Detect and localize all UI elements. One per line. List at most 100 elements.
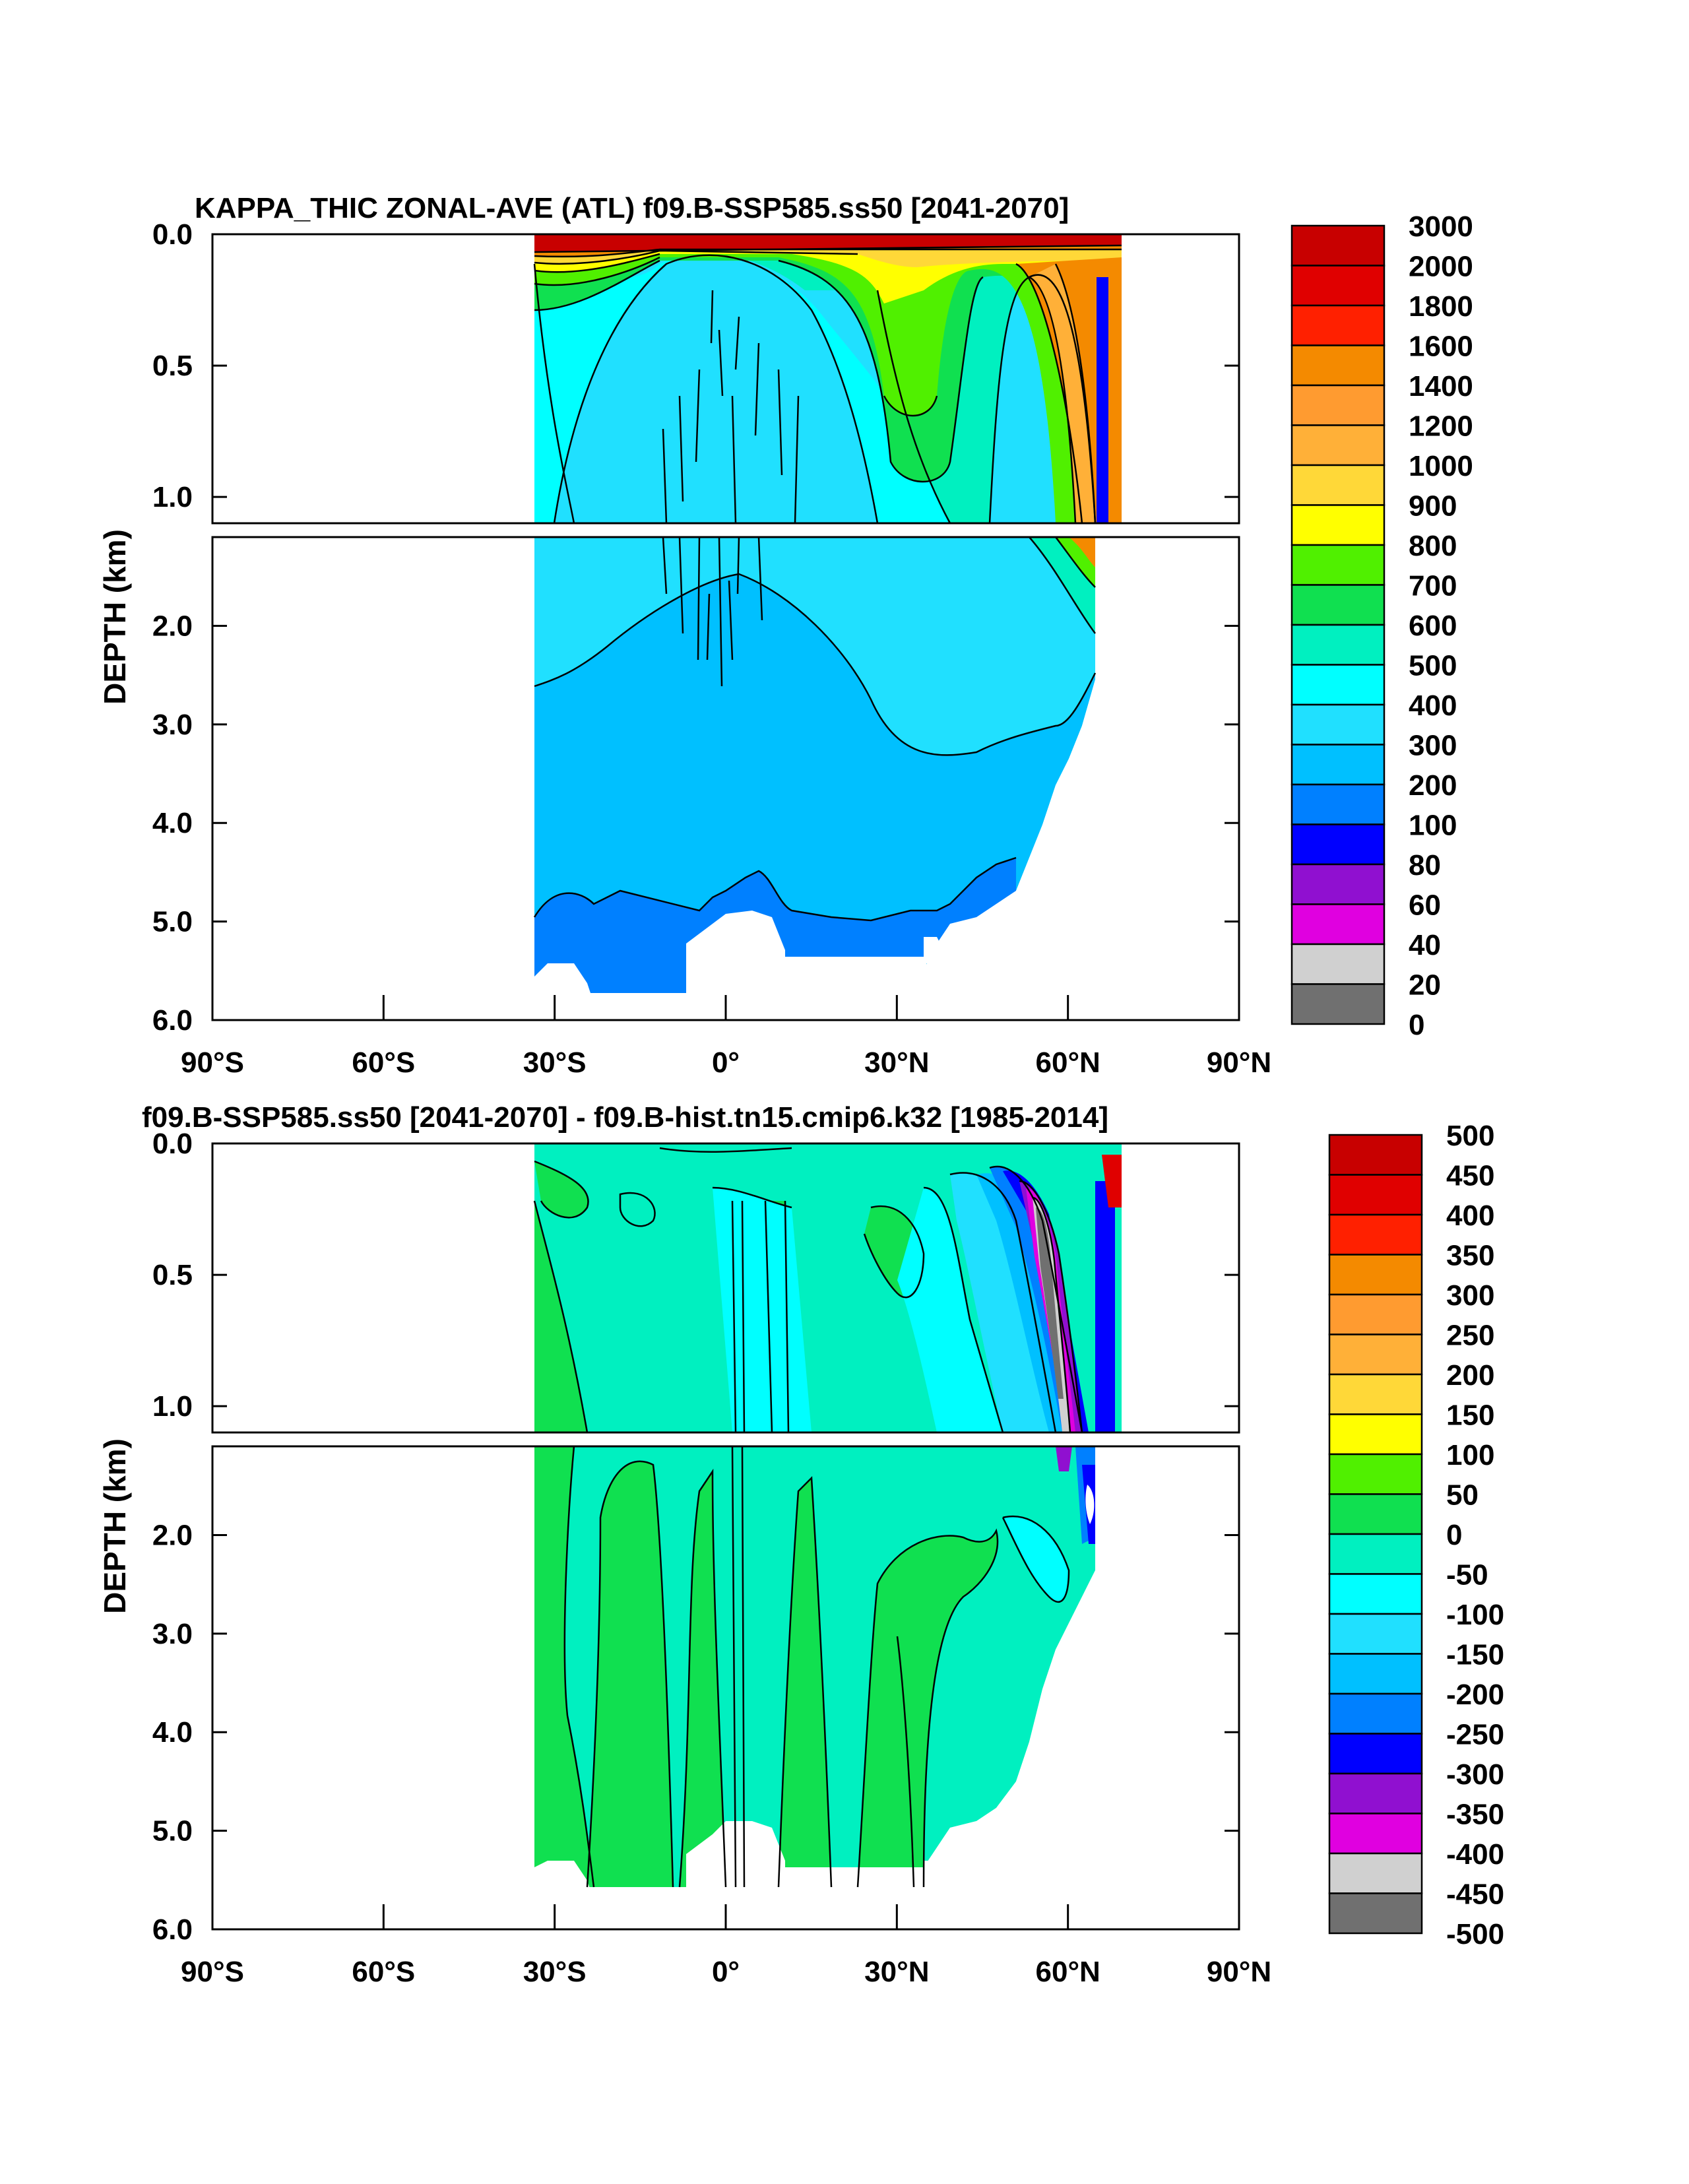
bottom-colorbar-label: -450	[1446, 1879, 1504, 1911]
bottom-xtick-label: 30°N	[864, 1956, 929, 1988]
top-colorbar-swatch	[1291, 384, 1386, 426]
diff-50-100	[534, 1161, 589, 1218]
top-colorbar-label: 900	[1409, 490, 1457, 523]
diff-50-100-b	[534, 1201, 587, 1432]
diff-blue-strip	[1095, 1181, 1115, 1432]
top-colorbar-swatch	[1291, 624, 1386, 666]
bottom-colorbar-label: -250	[1446, 1719, 1504, 1751]
diff-neg50-100-b	[897, 1188, 1003, 1432]
bottom-colorbar: 500450400350300250200150100500-50-100-15…	[1328, 1120, 1504, 1950]
top-x-axis: 90°S 60°S 30°S 0° 30°N 60°N 90°N	[181, 995, 1271, 1079]
bottom-colorbar-label: 450	[1446, 1160, 1494, 1192]
bottom-colorbar-label: -400	[1446, 1838, 1504, 1871]
bottom-y-axis: 0.0 0.5 1.0 2.0 3.0 4.0 5.0 6.0	[152, 1128, 1239, 1946]
top-colorbar-label: 1800	[1409, 290, 1473, 323]
bottom-upper-ytick-label: 0.0	[152, 1128, 193, 1160]
top-colorbar-swatch	[1291, 943, 1386, 985]
bottom-colorbar-swatch	[1328, 1613, 1423, 1655]
bottom-upper-frame	[211, 1142, 1240, 1434]
bottom-x-axis: 90°S 60°S 30°S 0° 30°N 60°N 90°N	[181, 1904, 1271, 1988]
top-colorbar-swatch	[1291, 424, 1386, 466]
top-colorbar-label: 200	[1409, 769, 1457, 802]
top-colorbar-label: 40	[1409, 929, 1441, 961]
bottom-xtick-label: 30°S	[523, 1956, 587, 1988]
bottom-lower-ytick-label: 4.0	[152, 1716, 193, 1749]
bottom-colorbar-swatch	[1328, 1293, 1423, 1335]
top-colorbar-swatch	[1291, 903, 1386, 946]
bottom-colorbar-label: 100	[1446, 1439, 1494, 1471]
diff-floor-white	[534, 1821, 1056, 1929]
bottom-colorbar-swatch	[1328, 1653, 1423, 1695]
top-y-axis: 0.0 0.5 1.0 2.0 3.0 4.0 5.0 6.0	[152, 218, 1239, 1037]
top-lower-ytick-label: 5.0	[152, 906, 193, 938]
diff-floor-blank-right	[871, 1446, 1239, 1929]
diff-low-50-f	[884, 1636, 914, 1887]
top-xtick-label: 0°	[712, 1046, 740, 1079]
bottom-upper-ytick-label: 1.0	[152, 1390, 193, 1423]
bottom-title: f09.B-SSP585.ss50 [2041-2070] - f09.B-hi…	[142, 1101, 1108, 1134]
top-colorbar-swatch	[1291, 983, 1386, 1025]
bottom-colorbar-swatch	[1328, 1772, 1423, 1815]
bottom-colorbar-label: 500	[1446, 1120, 1494, 1152]
panel-top: KAPPA_THIC ZONAL-AVE (ATL) f09.B-SSP585.…	[98, 192, 1473, 1079]
bottom-colorbar-label: -200	[1446, 1679, 1504, 1711]
floor-blank-right	[871, 537, 1239, 1020]
bottom-xtick-label: 60°S	[352, 1956, 415, 1988]
bottom-colorbar-swatch	[1328, 1573, 1423, 1615]
bottom-xtick-label: 0°	[712, 1956, 740, 1988]
top-colorbar-label: 2000	[1409, 251, 1473, 283]
diff-low-50-c	[680, 1471, 726, 1887]
top-colorbar-label: 800	[1409, 530, 1457, 562]
top-colorbar-label: 3000	[1409, 210, 1473, 243]
bottom-colorbar-swatch	[1328, 1733, 1423, 1775]
top-colorbar-label: 400	[1409, 690, 1457, 722]
top-lower-field	[533, 537, 1239, 1020]
bottom-colorbar-swatch	[1328, 1413, 1423, 1456]
top-colorbar-swatch	[1291, 224, 1386, 267]
bottom-colorbar-swatch	[1328, 1373, 1423, 1415]
bottom-xtick-label: 60°N	[1036, 1956, 1100, 1988]
top-colorbar-label: 1400	[1409, 370, 1473, 402]
bottom-colorbar-label: -100	[1446, 1599, 1504, 1631]
bottom-colorbar-swatch	[1328, 1213, 1423, 1256]
top-colorbar-swatch	[1291, 703, 1386, 746]
field-300-400-lower	[534, 537, 1095, 755]
top-y-axis-label: DEPTH (km)	[98, 529, 132, 705]
top-xtick-label: 30°S	[523, 1046, 587, 1079]
bottom-colorbar-label: 400	[1446, 1200, 1494, 1232]
bottom-colorbar-label: -50	[1446, 1559, 1488, 1591]
bottom-upper-contours	[533, 1147, 1083, 1432]
bottom-upper-ytick-label: 0.5	[152, 1259, 193, 1291]
bottom-colorbar-swatch	[1328, 1493, 1423, 1535]
bottom-colorbar-label: -300	[1446, 1758, 1504, 1791]
bottom-xtick-label: 90°N	[1207, 1956, 1271, 1988]
bottom-colorbar-label: 50	[1446, 1479, 1479, 1512]
top-upper-frame	[211, 233, 1240, 525]
top-colorbar-label: 500	[1409, 650, 1457, 682]
top-upper-contours	[533, 244, 1122, 523]
top-title: KAPPA_THIC ZONAL-AVE (ATL) f09.B-SSP585.…	[195, 192, 1069, 224]
bottom-lower-contours	[563, 1446, 1070, 1888]
top-colorbar-swatch	[1291, 504, 1386, 546]
top-colorbar-label: 80	[1409, 849, 1441, 882]
top-colorbar-label: 0	[1409, 1009, 1424, 1041]
bottom-lower-ytick-label: 3.0	[152, 1618, 193, 1650]
bottom-colorbar-swatch	[1328, 1852, 1423, 1894]
top-colorbar-label: 1000	[1409, 450, 1473, 482]
top-xtick-label: 60°N	[1036, 1046, 1100, 1079]
top-upper-ytick-label: 0.5	[152, 350, 193, 382]
top-xtick-label: 90°N	[1207, 1046, 1271, 1079]
bottom-xtick-label: 90°S	[181, 1956, 244, 1988]
top-colorbar-swatch	[1291, 304, 1386, 346]
top-colorbar-swatch	[1291, 344, 1386, 387]
bottom-colorbar-label: 300	[1446, 1279, 1494, 1312]
diff-neg150-200	[976, 1173, 1069, 1432]
bottom-y-axis-label: DEPTH (km)	[98, 1438, 132, 1614]
top-colorbar-swatch	[1291, 863, 1386, 905]
top-colorbar-label: 300	[1409, 730, 1457, 762]
bottom-lower-ytick-label: 2.0	[152, 1519, 193, 1551]
bottom-colorbar-label: -150	[1446, 1639, 1504, 1671]
bottom-colorbar-swatch	[1328, 1892, 1423, 1935]
top-xtick-label: 90°S	[181, 1046, 244, 1079]
top-colorbar-swatch	[1291, 265, 1386, 307]
